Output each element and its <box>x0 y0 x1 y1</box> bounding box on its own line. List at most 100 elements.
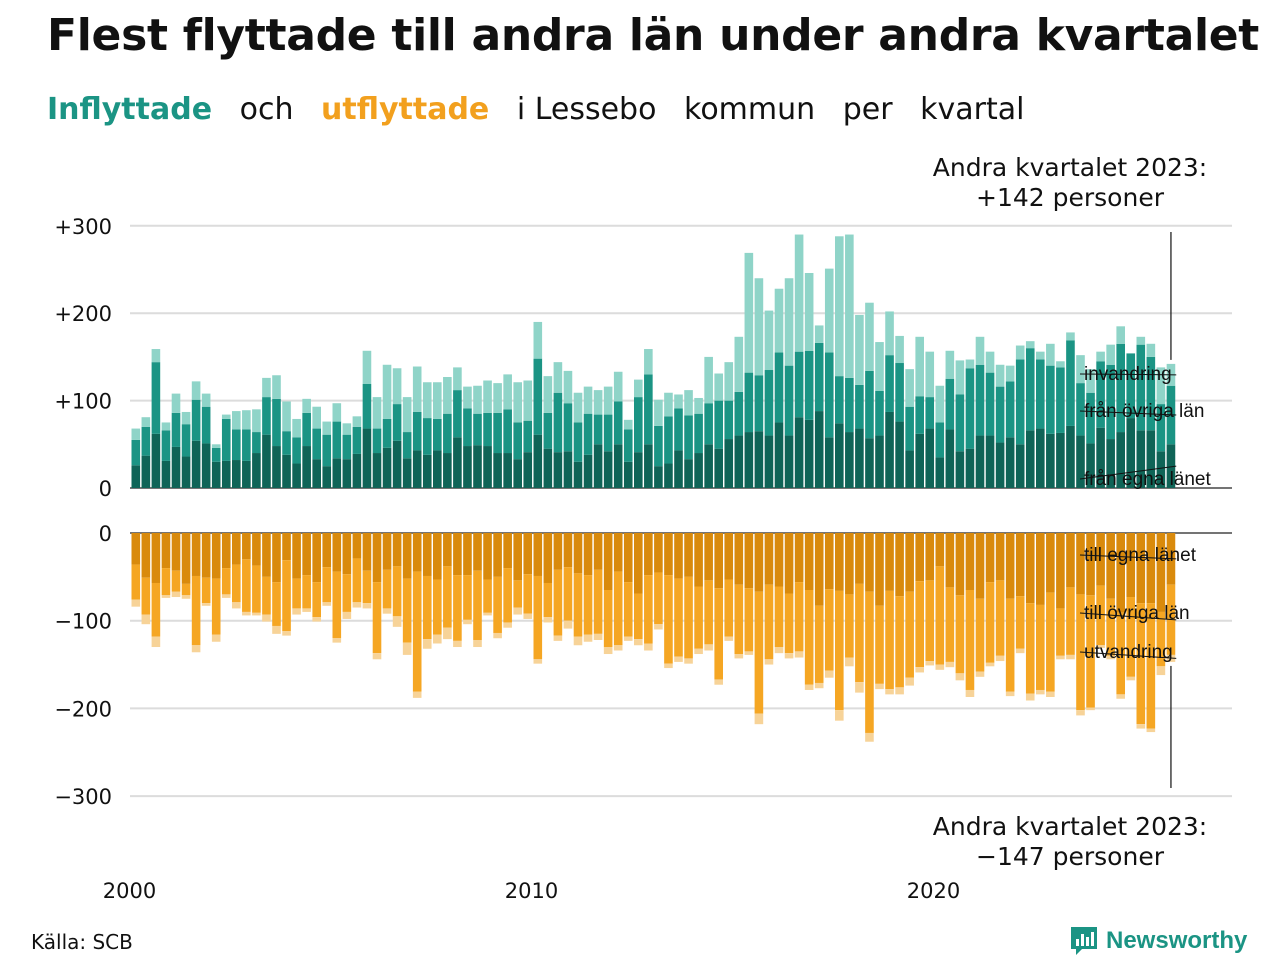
bar-out-egna-lanet <box>352 533 362 559</box>
bar-in-ovriga-lan <box>1025 348 1035 431</box>
bar-out-utvandring <box>392 616 402 627</box>
bar-in-invandring <box>332 403 342 422</box>
bar-out-egna-lanet <box>664 533 673 576</box>
bar-out-egna-lanet <box>292 533 301 579</box>
bar-in-ovriga-lan <box>543 412 553 449</box>
bar-in-egna-lanet <box>221 460 231 488</box>
bar-out-ovriga-lan <box>845 594 854 658</box>
bar-out-ovriga-lan <box>573 573 583 637</box>
bar-out-egna-lanet <box>955 533 965 596</box>
bar-out-egna-lanet <box>634 533 643 594</box>
bar-in-egna-lanet <box>181 456 191 488</box>
bar-in-invandring <box>503 374 512 410</box>
bar-out-ovriga-lan <box>1116 612 1125 695</box>
bar-out-ovriga-lan <box>644 575 653 644</box>
bar-in-ovriga-lan <box>232 429 241 461</box>
annotation-top-line2: +142 personer <box>976 183 1165 212</box>
bar-in-invandring <box>523 380 533 421</box>
bar-in-ovriga-lan <box>563 403 573 452</box>
bar-out-utvandring <box>1025 693 1035 701</box>
bar-in-ovriga-lan <box>1096 361 1105 428</box>
bar-out-utvandring <box>573 636 583 646</box>
bar-in-invandring <box>151 349 161 363</box>
bar-out-ovriga-lan <box>292 578 301 609</box>
bar-in-egna-lanet <box>744 432 754 488</box>
bar-in-invandring <box>262 377 271 398</box>
bar-out-utvandring <box>322 602 332 606</box>
bar-in-invandring <box>995 364 1005 387</box>
bar-in-egna-lanet <box>543 448 553 488</box>
bar-in-ovriga-lan <box>332 421 342 459</box>
bar-in-egna-lanet <box>553 452 563 488</box>
bar-in-invandring <box>754 278 764 376</box>
bar-in-egna-lanet <box>1166 444 1176 488</box>
bar-out-utvandring <box>191 645 201 653</box>
bar-out-utvandring <box>915 667 924 673</box>
bar-in-egna-lanet <box>473 445 482 488</box>
bar-in-ovriga-lan <box>312 428 321 460</box>
bar-out-ovriga-lan <box>905 591 914 678</box>
bar-out-egna-lanet <box>433 533 442 580</box>
bar-in-egna-lanet <box>835 423 844 488</box>
bar-out-egna-lanet <box>1106 533 1115 599</box>
bar-out-egna-lanet <box>1056 533 1065 609</box>
bar-out-ovriga-lan <box>654 572 663 625</box>
bar-in-invandring <box>322 421 332 435</box>
bar-in-ovriga-lan <box>433 418 442 451</box>
bar-in-ovriga-lan <box>684 415 693 460</box>
bar-out-ovriga-lan <box>412 571 422 692</box>
bar-in-ovriga-lan <box>714 400 723 449</box>
bar-in-invandring <box>845 234 854 378</box>
bar-out-egna-lanet <box>995 533 1005 581</box>
bar-in-ovriga-lan <box>473 413 482 446</box>
bar-in-egna-lanet <box>644 444 653 488</box>
bar-out-utvandring <box>563 620 573 629</box>
bar-out-ovriga-lan <box>975 598 985 672</box>
bar-out-ovriga-lan <box>402 578 412 643</box>
bar-out-ovriga-lan <box>603 590 613 648</box>
bar-out-utvandring <box>674 656 683 662</box>
bar-in-ovriga-lan <box>553 392 563 453</box>
bar-out-utvandring <box>211 634 221 642</box>
bar-in-invandring <box>181 411 191 425</box>
segment-label-in: från egna länet <box>1084 469 1211 490</box>
bar-in-ovriga-lan <box>724 400 734 440</box>
bar-out-egna-lanet <box>151 533 161 583</box>
bar-out-ovriga-lan <box>1066 587 1075 655</box>
bar-out-ovriga-lan <box>513 580 522 608</box>
bar-in-egna-lanet <box>704 444 713 488</box>
bar-in-ovriga-lan <box>1156 404 1166 452</box>
bar-out-utvandring <box>1126 676 1136 681</box>
bar-in-ovriga-lan <box>603 414 613 452</box>
bar-in-egna-lanet <box>1076 435 1085 488</box>
bar-out-ovriga-lan <box>965 590 975 690</box>
bar-in-egna-lanet <box>1106 439 1115 488</box>
bar-in-egna-lanet <box>784 435 794 488</box>
bar-in-ovriga-lan <box>443 413 452 454</box>
bar-in-egna-lanet <box>1056 432 1065 488</box>
bar-out-ovriga-lan <box>885 590 894 690</box>
bar-in-invandring <box>704 356 713 404</box>
segment-leader-out <box>1079 554 1177 560</box>
bar-in-egna-lanet <box>794 417 804 488</box>
bar-out-ovriga-lan <box>252 565 261 613</box>
bar-out-ovriga-lan <box>191 575 201 646</box>
bar-out-egna-lanet <box>1036 533 1045 605</box>
bar-out-egna-lanet <box>362 533 372 571</box>
bar-out-ovriga-lan <box>955 595 965 674</box>
bar-out-ovriga-lan <box>895 596 904 688</box>
bar-out-utvandring <box>623 636 633 641</box>
bar-in-ovriga-lan <box>493 412 502 454</box>
bar-out-ovriga-lan <box>272 582 281 626</box>
bar-in-invandring <box>654 399 663 426</box>
bar-out-egna-lanet <box>302 533 311 576</box>
bar-in-invandring <box>1156 367 1166 405</box>
bar-out-egna-lanet <box>583 533 593 576</box>
bar-in-egna-lanet <box>1025 430 1035 488</box>
bar-out-ovriga-lan <box>1136 603 1146 725</box>
bar-out-egna-lanet <box>312 533 321 583</box>
bar-in-invandring <box>292 418 301 438</box>
source-note: Källa: SCB <box>31 930 133 954</box>
bar-out-ovriga-lan <box>754 591 764 714</box>
